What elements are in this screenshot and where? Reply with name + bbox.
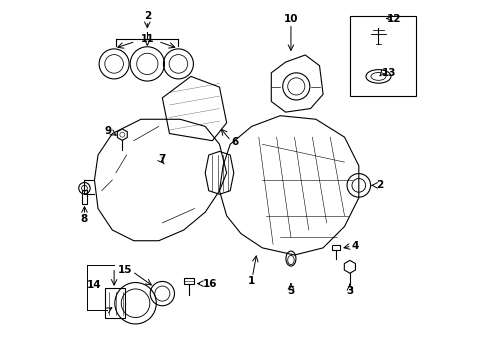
Bar xyxy=(105,288,124,318)
Text: 7: 7 xyxy=(158,154,165,164)
Bar xyxy=(184,278,193,284)
Text: 9: 9 xyxy=(104,126,111,136)
Text: 14: 14 xyxy=(86,280,101,291)
Bar xyxy=(349,16,415,96)
Text: 2: 2 xyxy=(143,12,151,21)
Text: 15: 15 xyxy=(117,265,132,275)
Text: 16: 16 xyxy=(202,279,216,289)
Text: 8: 8 xyxy=(81,214,88,224)
Text: 10: 10 xyxy=(283,14,298,24)
Text: 1: 1 xyxy=(247,276,255,286)
Text: 2: 2 xyxy=(375,180,383,190)
Text: 11: 11 xyxy=(140,34,154,44)
Text: 13: 13 xyxy=(381,68,396,78)
Text: 3: 3 xyxy=(346,287,353,296)
Text: 6: 6 xyxy=(230,138,238,148)
Bar xyxy=(81,190,87,204)
Text: 4: 4 xyxy=(351,241,358,251)
Text: 5: 5 xyxy=(287,287,294,296)
Text: 12: 12 xyxy=(386,14,400,23)
Bar xyxy=(332,246,339,250)
